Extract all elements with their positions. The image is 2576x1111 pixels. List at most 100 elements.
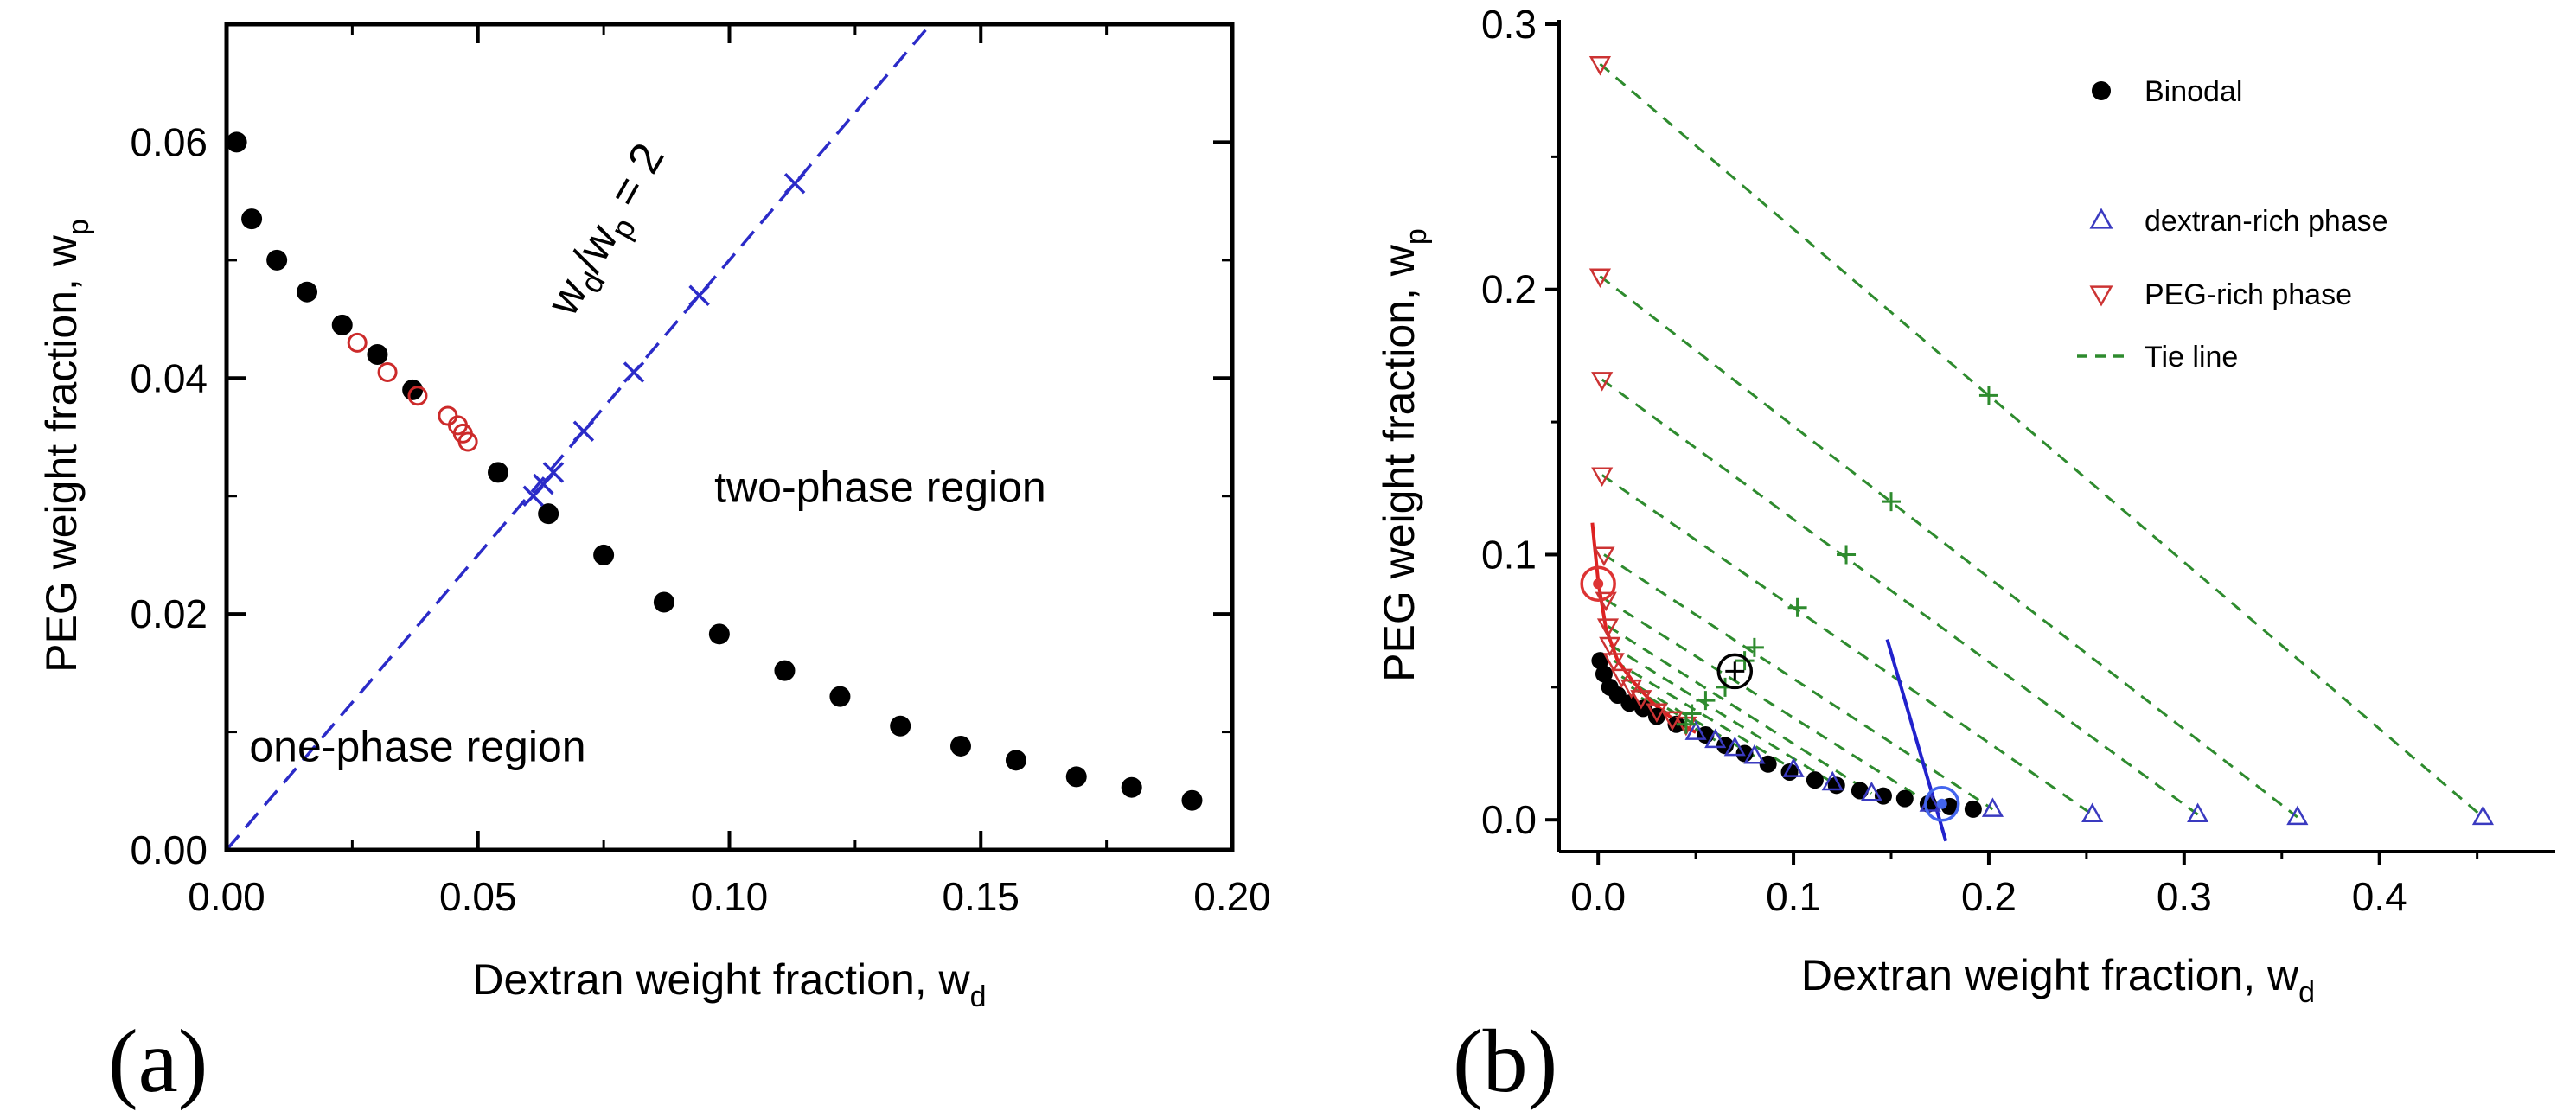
point-binodal bbox=[949, 735, 971, 757]
point-PEG-rich-phase bbox=[1588, 56, 1612, 76]
point-Binodal bbox=[1759, 755, 1777, 773]
point-PEG-rich-phase bbox=[1610, 668, 1633, 689]
point-binodal bbox=[1005, 750, 1026, 771]
annotation-one-phase: one-phase region bbox=[249, 723, 585, 771]
point-PEG-rich-phase bbox=[1630, 690, 1652, 710]
tie-line bbox=[1599, 62, 2484, 819]
y-tick-label: 0.3 bbox=[1481, 2, 1537, 47]
series-binodal bbox=[227, 131, 1203, 811]
legend-swatch-PEG-rich-phase bbox=[2089, 285, 2113, 307]
point-Binodal bbox=[1964, 800, 1982, 818]
point-tie-line-midpoints bbox=[1744, 637, 1764, 657]
point-dextran-rich-phase bbox=[2081, 802, 2104, 823]
x-tick-label: 0.00 bbox=[188, 874, 265, 919]
point-crosses bbox=[542, 462, 565, 483]
legend-label: Binodal bbox=[2145, 75, 2242, 108]
point-PEG-rich-phase bbox=[1593, 546, 1615, 567]
y-tick-label: 0.2 bbox=[1481, 267, 1537, 312]
y-axis-label-main: PEG weight fraction, w bbox=[37, 234, 86, 673]
point-tie-line-midpoints bbox=[1735, 651, 1755, 671]
x-tick-label: 0.10 bbox=[691, 874, 769, 919]
point-binodal bbox=[1181, 789, 1203, 811]
y-axis-label-sub: p bbox=[62, 219, 95, 235]
point-tie-line-midpoints bbox=[1676, 714, 1696, 734]
point-PEG-rich-phase bbox=[1646, 703, 1668, 723]
x-axis-label: Dextran weight fraction, wd bbox=[472, 955, 986, 1013]
tie-line bbox=[1601, 474, 2093, 816]
point-open-circles bbox=[377, 361, 398, 382]
point-binodal bbox=[593, 544, 615, 565]
point-binodal bbox=[653, 591, 674, 613]
y-axis-label: PEG weight fraction, wp bbox=[1375, 228, 1433, 682]
y-tick-label: 0.06 bbox=[130, 119, 208, 164]
highlight-circle bbox=[1716, 653, 1754, 690]
panel-b: 0.0 0.1 0.2 0.3 0.4 0.0 0.1 0.2 0.3 Dextran weigh… bbox=[1375, 2, 2555, 1111]
point-binodal bbox=[1065, 766, 1087, 788]
point-dextran-rich-phase bbox=[1981, 797, 2004, 817]
tie-line bbox=[1605, 598, 1931, 806]
legend-label: dextran-rich phase bbox=[2145, 205, 2388, 238]
point-binodal bbox=[538, 503, 559, 525]
y-tick-label: 0.0 bbox=[1481, 797, 1537, 842]
point-dextran-rich-phase bbox=[1684, 720, 1707, 740]
point-binodal bbox=[829, 686, 851, 707]
point-PEG-rich-phase bbox=[1599, 636, 1621, 657]
point-open-circles bbox=[347, 332, 368, 353]
x-axis-label: Dextran weight fraction, wd bbox=[1801, 951, 2315, 1009]
point-PEG-rich-phase bbox=[1620, 679, 1643, 699]
point-dextran-rich-phase bbox=[1821, 770, 1844, 791]
legend-label: Tie line bbox=[2145, 341, 2238, 374]
x-tick-label: 0.05 bbox=[439, 874, 517, 919]
point-Binodal bbox=[1895, 789, 1914, 808]
point-PEG-rich-phase bbox=[1588, 268, 1612, 288]
point-tie-line-midpoints bbox=[1787, 597, 1807, 617]
point-binodal bbox=[297, 281, 318, 303]
panel-a: 0.00 0.05 0.10 0.15 0.20 0.00 0.02 0.04 0.06 Dext… bbox=[37, 22, 1271, 1111]
point-tie-line-midpoints bbox=[1696, 691, 1716, 711]
point-Binodal bbox=[1806, 771, 1824, 789]
legend-swatch-Binodal bbox=[2092, 81, 2111, 100]
point-PEG-rich-phase bbox=[1661, 711, 1684, 731]
x-axis-label-main: Dextran weight fraction, w bbox=[1801, 951, 2299, 999]
point-dextran-rich-phase bbox=[1860, 781, 1882, 801]
highlight-dot bbox=[1593, 578, 1604, 590]
point-binodal bbox=[331, 314, 353, 335]
point-dextran-rich-phase bbox=[1743, 744, 1766, 764]
x-tick-label: 0.3 bbox=[2157, 874, 2212, 919]
x-tick-label: 0.2 bbox=[1961, 874, 2017, 919]
point-Binodal bbox=[1620, 694, 1639, 712]
point-PEG-rich-phase bbox=[1602, 653, 1625, 673]
tie-line bbox=[1613, 659, 1794, 771]
point-PEG-rich-phase bbox=[1591, 372, 1614, 392]
x-axis-label-sub: d bbox=[970, 980, 987, 1013]
x-tick-label: 0.15 bbox=[942, 874, 1020, 919]
y-tick-label: 0.02 bbox=[130, 591, 208, 636]
annotation-two-phase: two-phase region bbox=[714, 463, 1046, 512]
point-open-circles bbox=[407, 386, 428, 406]
x-axis-label-main: Dextran weight fraction, w bbox=[472, 955, 970, 1004]
point-PEG-rich-phase bbox=[1596, 618, 1620, 638]
point-dextran-rich-phase bbox=[2187, 802, 2209, 823]
y-axis-label-sub: p bbox=[1400, 228, 1433, 245]
point-Binodal bbox=[1851, 782, 1869, 800]
highlight-plus bbox=[1725, 661, 1745, 681]
tie-line bbox=[1607, 625, 1873, 795]
legend: Binodal dextran-rich phase PEG-rich phase T… bbox=[2077, 75, 2388, 374]
tie-lines bbox=[1599, 62, 2484, 819]
panel-label-b: (b) bbox=[1453, 1012, 1557, 1111]
point-binodal bbox=[890, 715, 911, 737]
point-binodal bbox=[367, 344, 388, 365]
point-tie-line-midpoints bbox=[1978, 386, 1998, 405]
ratio-dashed-line bbox=[227, 24, 933, 850]
point-binodal bbox=[488, 462, 509, 483]
point-open-circles bbox=[457, 431, 478, 452]
x-tick-label: 0.4 bbox=[2352, 874, 2407, 919]
panel-label-a: (a) bbox=[108, 1012, 208, 1111]
highlight-circle bbox=[1923, 786, 1960, 822]
x-tick-label: 0.0 bbox=[1570, 874, 1626, 919]
point-binodal bbox=[266, 249, 288, 271]
tie-line bbox=[1608, 643, 1834, 784]
x-tick-label: 0.1 bbox=[1766, 874, 1821, 919]
point-binodal bbox=[708, 623, 730, 645]
